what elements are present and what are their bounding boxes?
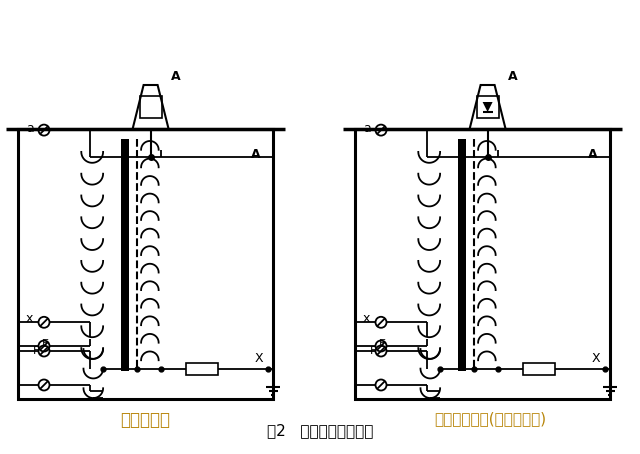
- Bar: [18, 129, 273, 399]
- Bar: [121, 139, 129, 371]
- Text: 图2   变压器原理示意图: 图2 变压器原理示意图: [267, 423, 373, 438]
- Bar: [477, 96, 499, 118]
- Text: 交流变压器: 交流变压器: [120, 411, 170, 429]
- Bar: [186, 363, 218, 375]
- Text: E: E: [42, 339, 49, 349]
- Text: A: A: [588, 148, 598, 162]
- Text: X: X: [592, 352, 600, 365]
- Text: E: E: [379, 339, 386, 349]
- Text: A: A: [171, 70, 180, 84]
- Text: x: x: [363, 312, 371, 325]
- Polygon shape: [483, 102, 493, 112]
- Bar: [355, 129, 610, 399]
- Text: a: a: [26, 122, 34, 134]
- Text: X: X: [255, 352, 264, 365]
- Bar: [140, 96, 161, 118]
- Text: A: A: [508, 70, 517, 84]
- Text: x: x: [26, 312, 33, 325]
- Text: a: a: [363, 122, 371, 134]
- Bar: [523, 363, 555, 375]
- Text: F: F: [33, 346, 40, 356]
- Text: 交直流变压器(油变、气变): 交直流变压器(油变、气变): [435, 411, 547, 426]
- Bar: [458, 139, 466, 371]
- Text: F: F: [370, 346, 376, 356]
- Text: A: A: [251, 148, 260, 162]
